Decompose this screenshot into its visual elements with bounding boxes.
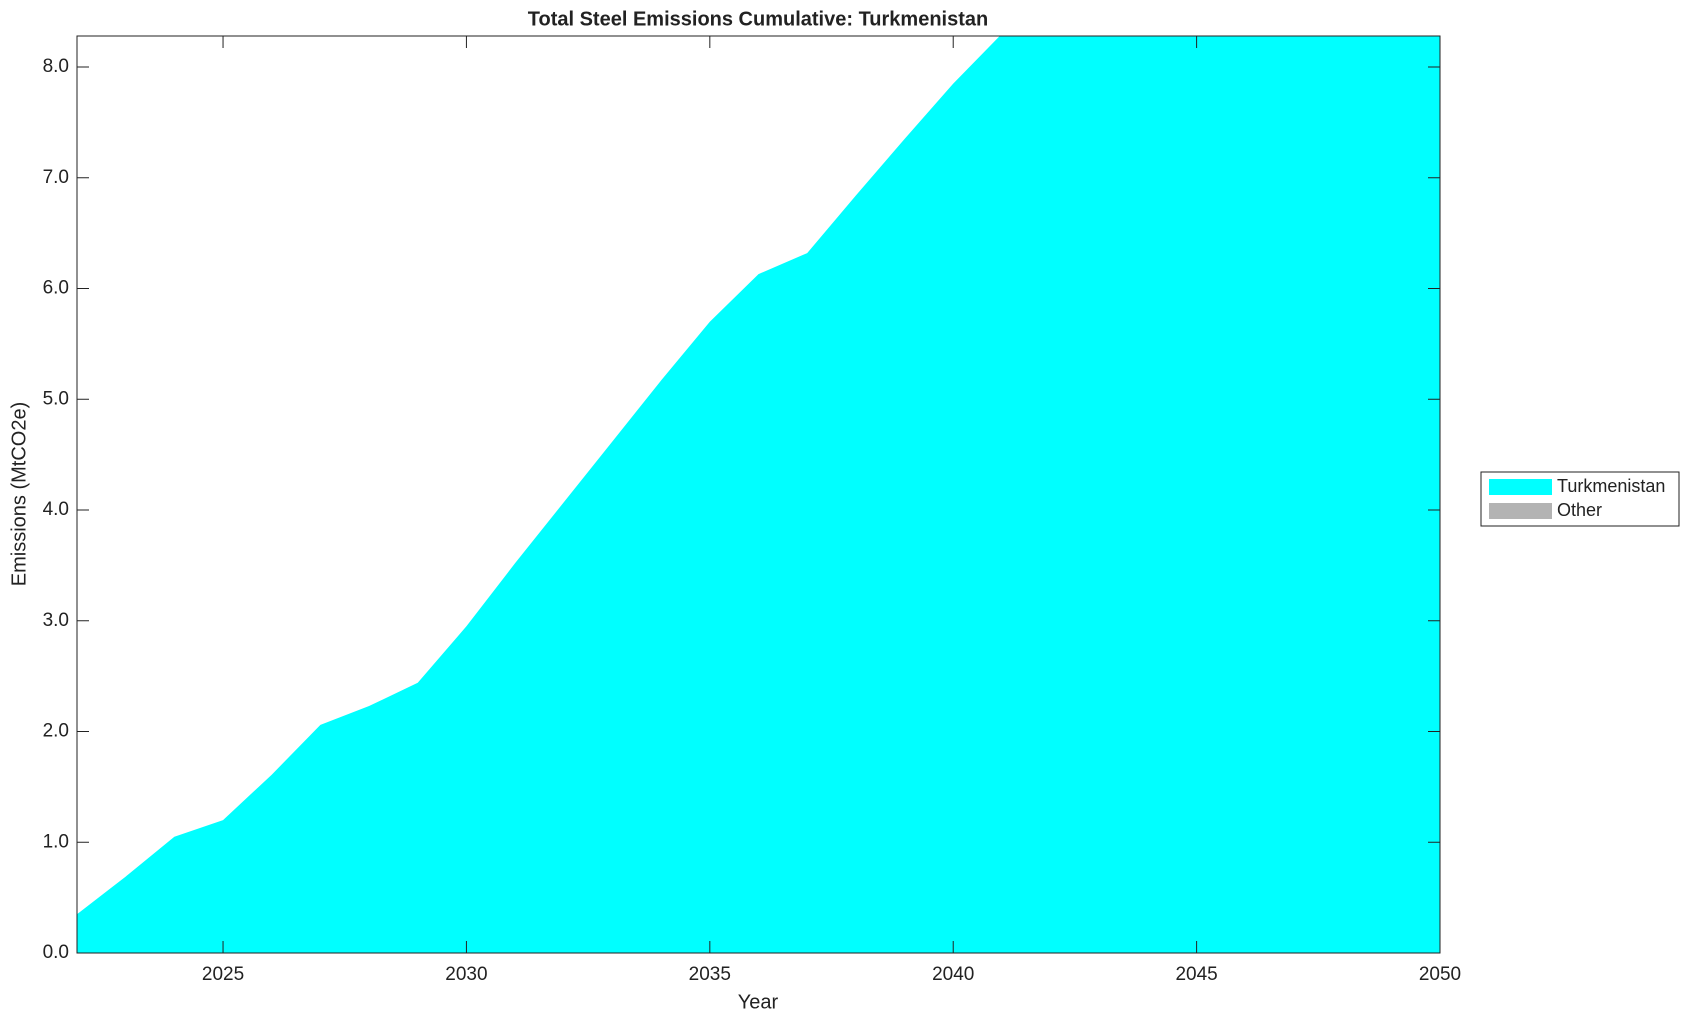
legend-swatch — [1489, 479, 1552, 495]
y-tick-label: 4.0 — [43, 499, 69, 520]
y-tick-label: 2.0 — [43, 721, 69, 742]
y-tick-label: 1.0 — [43, 831, 69, 852]
x-tick-label: 2050 — [1419, 964, 1461, 985]
x-tick-label: 2045 — [1175, 964, 1217, 985]
legend-label: Other — [1557, 500, 1602, 520]
x-tick-label: 2035 — [689, 964, 731, 985]
x-tick-label: 2030 — [445, 964, 487, 985]
y-tick-label: 7.0 — [43, 167, 69, 188]
y-axis-label: Emissions (MtCO2e) — [8, 402, 30, 586]
y-tick-label: 5.0 — [43, 388, 69, 409]
legend-swatch — [1489, 503, 1552, 519]
y-tick-label: 6.0 — [43, 278, 69, 299]
x-tick-label: 2025 — [202, 964, 244, 985]
legend-label: Turkmenistan — [1557, 476, 1665, 496]
y-tick-label: 8.0 — [43, 56, 69, 77]
y-tick-label: 3.0 — [43, 610, 69, 631]
area — [77, 36, 1440, 953]
y-tick-label: 0.0 — [43, 942, 69, 963]
x-axis-label: Year — [738, 991, 779, 1013]
plot-area — [77, 36, 1440, 953]
plot-frame — [76, 35, 1441, 954]
chart-title: Total Steel Emissions Cumulative: Turkme… — [528, 8, 988, 30]
x-tick-label: 2040 — [932, 964, 974, 985]
